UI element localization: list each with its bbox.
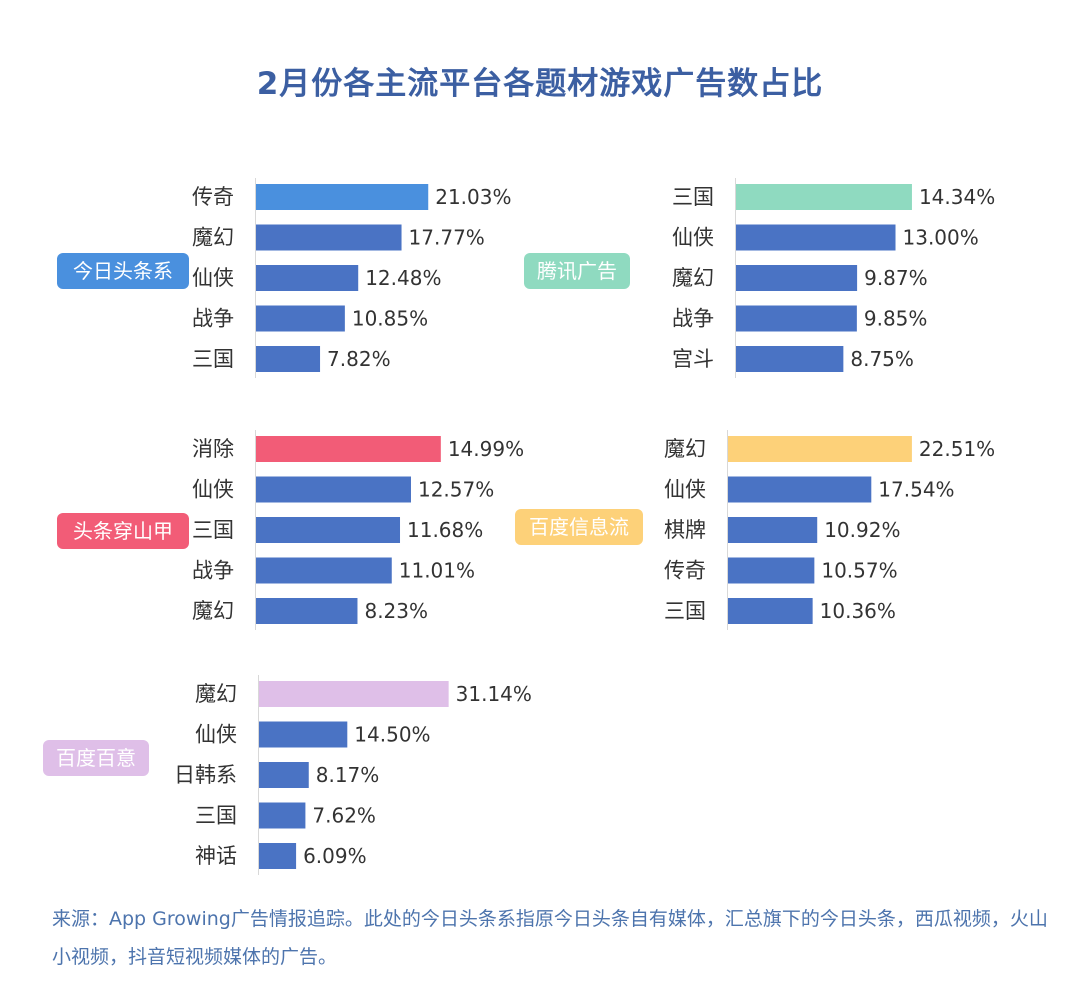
bar	[728, 557, 815, 584]
category-label: 战争	[192, 559, 234, 583]
bar	[256, 224, 402, 251]
bar	[728, 476, 872, 503]
bar	[259, 721, 348, 748]
chart-0: 今日头条系 传奇 21.03% 魔幻 17.77% 仙侠 12.48% 战争 10.85% 三国 7…	[57, 178, 512, 378]
bar	[259, 762, 309, 788]
bar	[728, 598, 813, 624]
platform-label: 头条穿山甲	[73, 519, 173, 543]
data-label: 31.14%	[456, 682, 532, 706]
data-label: 13.00%	[903, 226, 979, 250]
bar	[259, 843, 297, 869]
chart-title: 2月份各主流平台各题材游戏广告数占比	[256, 66, 824, 102]
bar	[736, 224, 896, 251]
data-label: 14.99%	[448, 437, 524, 461]
bar	[736, 305, 857, 332]
bar	[256, 346, 321, 372]
platform-badge	[43, 740, 149, 776]
platform-badge	[57, 513, 189, 549]
data-label: 9.85%	[864, 307, 928, 331]
category-label: 战争	[192, 307, 234, 331]
data-label: 7.62%	[312, 804, 376, 828]
bar	[256, 305, 345, 332]
chart-3: 百度信息流 魔幻 22.51% 仙侠 17.54% 棋牌 10.92% 传奇 10.57% 三国 1…	[515, 430, 995, 630]
category-label: 三国	[192, 347, 234, 371]
data-label: 10.36%	[820, 599, 896, 623]
bar	[256, 265, 359, 291]
data-label: 17.54%	[878, 478, 954, 502]
category-label: 三国	[672, 185, 714, 209]
data-label: 10.85%	[352, 307, 428, 331]
category-label: 仙侠	[672, 226, 714, 250]
data-label: 8.75%	[850, 347, 914, 371]
category-label: 魔幻	[195, 682, 237, 706]
bar	[728, 517, 818, 543]
category-label: 仙侠	[192, 478, 234, 502]
platform-label: 百度信息流	[529, 515, 629, 539]
category-label: 魔幻	[192, 599, 234, 623]
data-label: 11.68%	[407, 518, 483, 542]
category-label: 宫斗	[672, 347, 714, 371]
data-label: 6.09%	[303, 844, 367, 868]
platform-badge	[515, 509, 643, 545]
bar	[259, 802, 306, 829]
platform-badge	[524, 253, 630, 289]
data-label: 12.48%	[365, 266, 441, 290]
data-label: 14.50%	[354, 723, 430, 747]
data-label: 21.03%	[435, 185, 511, 209]
category-label: 魔幻	[672, 266, 714, 290]
category-label: 日韩系	[174, 763, 237, 787]
category-label: 魔幻	[664, 437, 706, 461]
bar	[256, 598, 358, 624]
data-label: 9.87%	[864, 266, 928, 290]
category-label: 仙侠	[195, 723, 237, 747]
bar	[259, 681, 449, 707]
platform-label: 腾讯广告	[537, 259, 617, 283]
chart-1: 腾讯广告 三国 14.34% 仙侠 13.00% 魔幻 9.87% 战争 9.85% 宫斗 8.75…	[524, 178, 995, 378]
platform-label: 今日头条系	[73, 259, 173, 283]
category-label: 魔幻	[192, 226, 234, 250]
category-label: 神话	[195, 844, 237, 868]
category-label: 三国	[664, 599, 706, 623]
data-label: 7.82%	[327, 347, 391, 371]
bar	[256, 476, 411, 503]
category-label: 传奇	[192, 185, 234, 209]
chart-2: 头条穿山甲 消除 14.99% 仙侠 12.57% 三国 11.68% 战争 11.01% 魔幻 8…	[57, 430, 524, 630]
category-label: 消除	[192, 437, 234, 461]
platform-badge	[57, 253, 189, 289]
data-label: 10.57%	[821, 559, 897, 583]
data-label: 10.92%	[824, 518, 900, 542]
category-label: 传奇	[664, 559, 706, 583]
data-label: 11.01%	[399, 559, 475, 583]
data-label: 17.77%	[409, 226, 485, 250]
chart-4: 百度百意 魔幻 31.14% 仙侠 14.50% 日韩系 8.17% 三国 7.62% 神话 6.0…	[43, 675, 532, 875]
category-label: 仙侠	[192, 266, 234, 290]
bar	[256, 517, 401, 543]
category-label: 仙侠	[664, 478, 706, 502]
data-label: 8.23%	[364, 599, 428, 623]
bar	[256, 436, 441, 462]
bar	[736, 265, 858, 291]
category-label: 战争	[672, 307, 714, 331]
bar	[728, 436, 912, 462]
data-label: 12.57%	[418, 478, 494, 502]
source-note: 来源：App Growing广告情报追踪。此处的今日头条系指原今日头条自有媒体，…	[52, 908, 1048, 968]
category-label: 棋牌	[664, 518, 706, 542]
data-label: 14.34%	[919, 185, 995, 209]
bar	[256, 184, 429, 210]
bar	[736, 346, 844, 372]
category-label: 三国	[195, 804, 237, 828]
bar	[256, 557, 392, 584]
data-label: 22.51%	[919, 437, 995, 461]
bar	[736, 184, 912, 210]
platform-label: 百度百意	[56, 746, 136, 770]
data-label: 8.17%	[316, 763, 380, 787]
category-label: 三国	[192, 518, 234, 542]
